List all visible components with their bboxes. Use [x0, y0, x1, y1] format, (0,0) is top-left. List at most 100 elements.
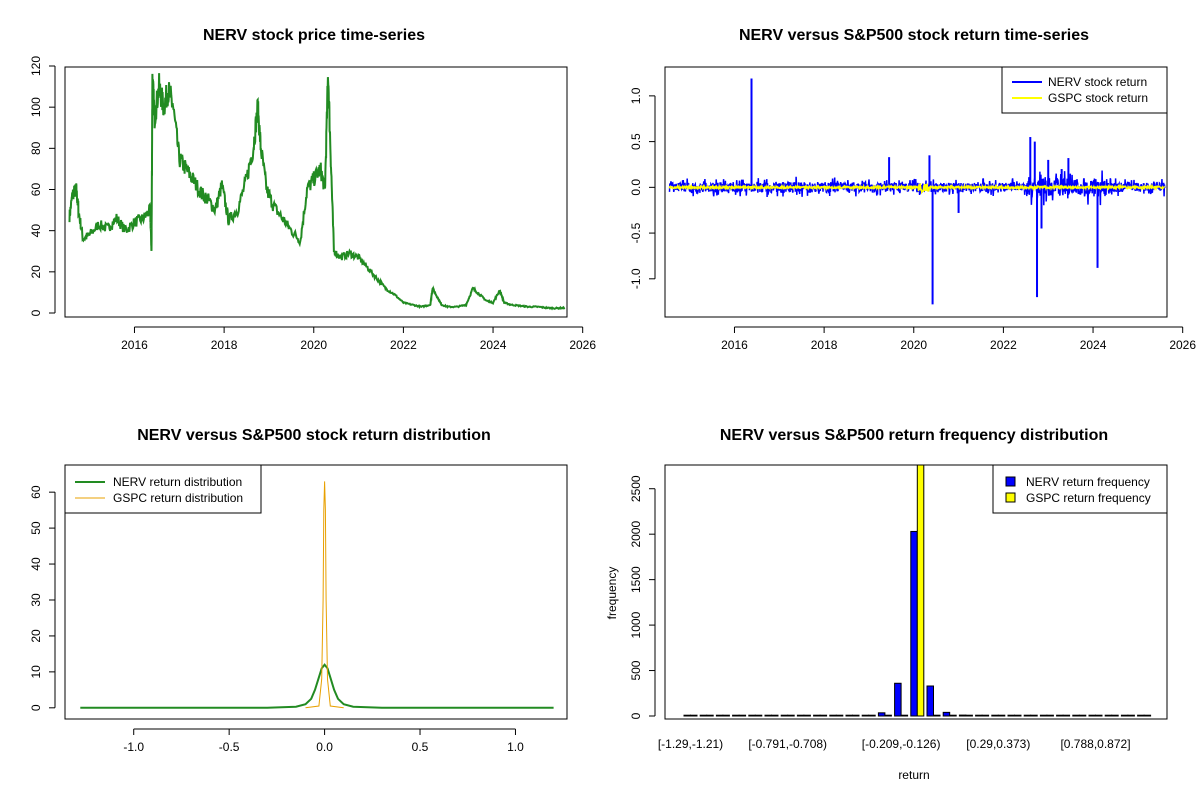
p4-bar-gspc — [1062, 714, 1071, 717]
p2-x-tick-label: 2018 — [811, 338, 838, 352]
p3-y-tick-label: 50 — [29, 521, 43, 535]
p4-bar-nerv — [845, 714, 853, 717]
p4-bar-nerv — [1137, 714, 1145, 717]
p4-bar-nerv — [1056, 714, 1064, 717]
p3-plot-box — [64, 464, 568, 720]
p2-x-tick-label: 2026 — [1169, 338, 1196, 352]
p2-y-tick-label: 0.0 — [629, 179, 643, 196]
p3-x-tick-label: 0.0 — [316, 740, 333, 754]
p3-y-axis: 0 10 20 30 40 50 60 — [29, 485, 56, 711]
p1-y-tick-label: 20 — [29, 265, 43, 279]
p4-bar-nerv — [1120, 714, 1129, 717]
p4-bar-nerv — [991, 714, 999, 717]
p4-y-tick-label: 500 — [629, 660, 643, 680]
p4-y-label: frequency — [605, 567, 619, 620]
p2-series — [668, 78, 1166, 305]
p4-bar-gspc — [706, 714, 714, 717]
p3-y-tick-label: 30 — [29, 593, 43, 607]
p4-bar-nerv — [829, 714, 837, 717]
p4-y-tick-label: 1500 — [629, 566, 643, 593]
p4-bar-gspc — [965, 714, 973, 717]
p3-x-tick-label: -0.5 — [219, 740, 240, 754]
p4-category-label: [0.788,0.872] — [1060, 737, 1130, 751]
p4-bar-nerv — [764, 714, 772, 717]
p4-bar-nerv — [1104, 714, 1113, 717]
p4-category-label: [-1.29,-1.21) — [658, 737, 723, 751]
p4-bar-nerv — [732, 714, 740, 717]
p4-legend-label-nerv: NERV return frequency — [1026, 475, 1150, 489]
panel-return-frequency: NERV versus S&P500 return frequency dist… — [605, 427, 1168, 782]
p4-bar-gspc — [722, 714, 730, 717]
p2-x-tick-label: 2024 — [1080, 338, 1107, 352]
panel-return-distribution: NERV versus S&P500 stock return distribu… — [29, 427, 568, 754]
p4-category-label: [-0.209,-0.126) — [862, 737, 941, 751]
p4-bar-gspc — [819, 714, 828, 717]
p4-bar-nerv — [926, 685, 934, 717]
p4-bar-gspc — [1095, 714, 1103, 717]
panel-price-timeseries: NERV stock price time-series 2016 2018 202… — [29, 27, 596, 352]
p4-bar-gspc — [1078, 714, 1087, 717]
p4-bar-gspc — [868, 714, 876, 717]
p4-bar-nerv — [796, 714, 805, 717]
p1-y-tick-label: 120 — [29, 56, 43, 76]
p2-x-tick-label: 2020 — [900, 338, 927, 352]
p3-y-tick-label: 20 — [29, 629, 43, 643]
p2-legend: NERV stock return GSPC stock return — [1001, 66, 1168, 114]
p4-bar-nerv — [942, 711, 951, 717]
p4-bar-nerv — [861, 714, 870, 717]
p4-bar-nerv — [910, 530, 918, 717]
p3-x-tick-label: 0.5 — [412, 740, 429, 754]
p4-bar-gspc — [690, 714, 698, 717]
p4-bar-gspc — [884, 714, 892, 717]
p3-legend-label-nerv: NERV return distribution — [113, 475, 242, 489]
p4-bar-gspc — [835, 714, 844, 717]
p4-bar-nerv — [699, 714, 708, 717]
p2-legend-label-gspc: GSPC stock return — [1048, 91, 1148, 105]
p4-bar-gspc — [1014, 714, 1022, 717]
p4-legend-label-gspc: GSPC return frequency — [1026, 491, 1151, 505]
p4-bar-gspc — [916, 464, 925, 717]
p4-title: NERV versus S&P500 return frequency dist… — [720, 427, 1108, 444]
p1-x-tick-label: 2026 — [569, 338, 596, 352]
p4-y-tick-label: 2500 — [629, 475, 643, 502]
p2-title: NERV versus S&P500 stock return time-ser… — [739, 27, 1089, 44]
p4-category-label: [0.29,0.373) — [966, 737, 1030, 751]
p4-bar-gspc — [1143, 714, 1152, 717]
p1-y-axis: 0 20 40 60 80 100 120 — [29, 56, 56, 316]
p4-bar-nerv — [1072, 714, 1080, 717]
p4-legend-key-gspc — [1005, 492, 1016, 503]
p3-y-tick-label: 60 — [29, 485, 43, 499]
p2-y-tick-label: 0.5 — [629, 133, 643, 150]
p3-gspc-density — [305, 481, 344, 709]
p3-series — [80, 481, 554, 709]
p1-x-tick-label: 2018 — [211, 338, 238, 352]
p4-bar-nerv — [715, 714, 724, 717]
p4-bar-gspc — [803, 714, 811, 717]
p2-gspc-line — [668, 183, 1165, 195]
p4-bar-nerv — [813, 714, 821, 717]
p3-title: NERV versus S&P500 stock return distribu… — [137, 427, 491, 444]
p3-legend: NERV return distribution GSPC return dis… — [64, 464, 262, 514]
p4-bar-gspc — [949, 714, 957, 717]
p2-legend-box — [1001, 66, 1168, 114]
p4-bar-gspc — [1046, 714, 1054, 717]
p4-bar-gspc — [933, 714, 941, 717]
p4-bar-nerv — [877, 712, 886, 717]
p1-y-tick-label: 60 — [29, 183, 43, 197]
p4-bar-nerv — [894, 682, 902, 717]
p4-bar-nerv — [683, 714, 691, 717]
p4-bar-nerv — [1007, 714, 1015, 717]
p1-y-tick-label: 0 — [29, 309, 43, 316]
p4-bar-nerv — [1039, 714, 1048, 717]
p4-bar-gspc — [771, 714, 779, 717]
p2-y-tick-label: -0.5 — [629, 222, 643, 243]
p4-y-tick-label: 1000 — [629, 611, 643, 638]
p4-bar-nerv — [1023, 714, 1032, 717]
p1-y-tick-label: 80 — [29, 141, 43, 155]
p4-bar-gspc — [981, 714, 990, 717]
p2-y-tick-label: 1.0 — [629, 87, 643, 104]
p3-y-tick-label: 10 — [29, 665, 43, 679]
p4-bar-nerv — [780, 714, 789, 717]
p4-legend: NERV return frequency GSPC return freque… — [992, 464, 1168, 514]
